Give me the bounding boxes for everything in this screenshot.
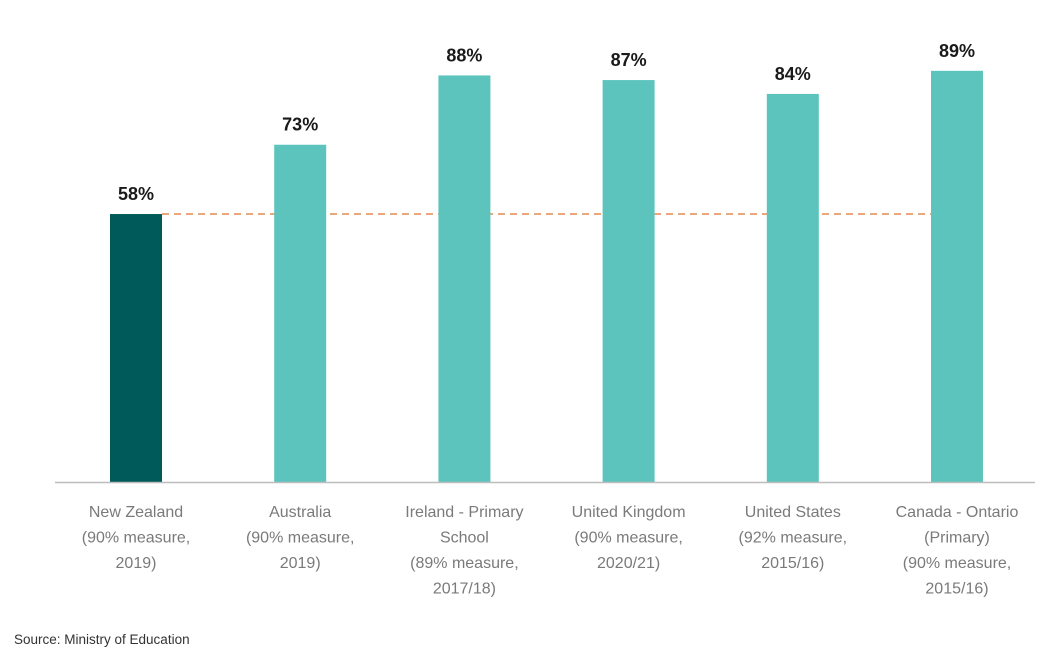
data-label-2: 88% <box>446 45 482 65</box>
category-label-line: Australia <box>269 504 331 521</box>
category-label-line: (90% measure, <box>574 530 683 547</box>
bar-0 <box>110 214 162 483</box>
bar-3 <box>602 80 655 482</box>
category-label-line: (Primary) <box>924 530 990 547</box>
category-label-line: 2019) <box>280 555 321 572</box>
bar-chart: 58% New Zealand (90% measure, 2019) 73% Austr… <box>55 41 1035 598</box>
data-label-4: 84% <box>775 64 811 84</box>
category-label-line: United States <box>745 504 841 521</box>
category-label-line: (90% measure, <box>82 530 191 547</box>
bar-4 <box>766 93 819 483</box>
bar-2 <box>438 75 491 482</box>
category-label-4: United States (92% measure, 2015/16) <box>739 504 848 572</box>
data-label-3: 87% <box>611 50 647 70</box>
category-label-0: New Zealand (90% measure, 2019) <box>82 504 191 572</box>
category-label-line: (89% measure, <box>410 555 519 572</box>
source-note: Source: Ministry of Education <box>14 632 190 647</box>
category-label-line: 2017/18) <box>433 581 496 598</box>
category-label-line: Canada - Ontario <box>896 504 1019 521</box>
data-label-1: 73% <box>282 115 318 135</box>
category-label-line: 2020/21) <box>597 555 660 572</box>
category-label-line: (92% measure, <box>739 530 848 547</box>
category-label-line: New Zealand <box>89 504 183 521</box>
category-label-2: Ireland - Primary School (89% measure, 2017… <box>405 504 523 598</box>
category-label-line: United Kingdom <box>572 504 686 521</box>
category-label-1: Australia (90% measure, 2019) <box>246 504 355 572</box>
data-label-5: 89% <box>939 41 975 61</box>
bar-1 <box>274 144 327 483</box>
category-label-line: (90% measure, <box>246 530 355 547</box>
category-label-line: 2015/16) <box>925 581 988 598</box>
category-label-line: Ireland - Primary <box>405 504 523 521</box>
data-label-0: 58% <box>118 184 154 204</box>
category-label-line: (90% measure, <box>903 555 1012 572</box>
bar-5 <box>931 70 983 482</box>
category-label-3: United Kingdom (90% measure, 2020/21) <box>572 504 686 572</box>
category-label-line: 2015/16) <box>761 555 824 572</box>
category-label-line: School <box>440 530 489 547</box>
category-label-5: Canada - Ontario (Primary) (90% measure, 20… <box>896 504 1019 598</box>
category-label-line: 2019) <box>116 555 157 572</box>
